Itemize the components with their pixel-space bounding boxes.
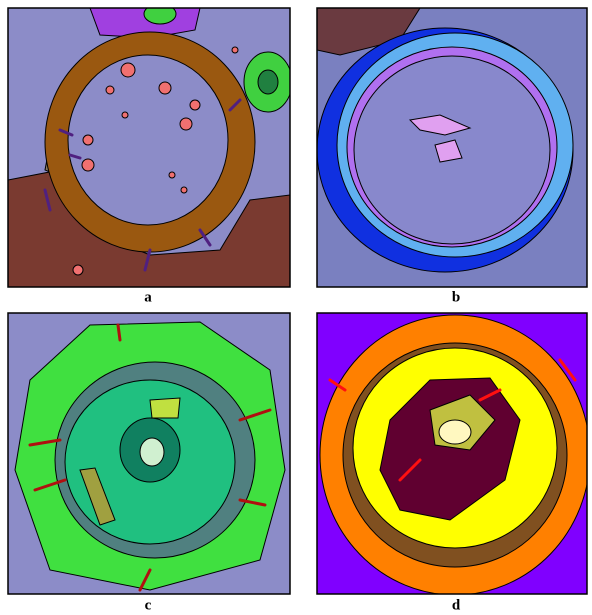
map-panel-b	[317, 8, 587, 287]
panel-label: d	[452, 597, 461, 613]
peak-core	[439, 420, 471, 444]
small-crater-core	[258, 70, 278, 94]
panel-label: b	[452, 289, 460, 305]
small-crater	[144, 4, 176, 24]
map-panel-c	[8, 313, 290, 594]
map-panel-d	[317, 313, 590, 595]
central-peak-core	[140, 438, 164, 466]
map-panel-a	[8, 4, 292, 287]
floor-unit	[150, 398, 180, 418]
panel-label: c	[145, 597, 152, 613]
panel-label: a	[144, 289, 152, 305]
figure: a b c d	[0, 0, 592, 615]
